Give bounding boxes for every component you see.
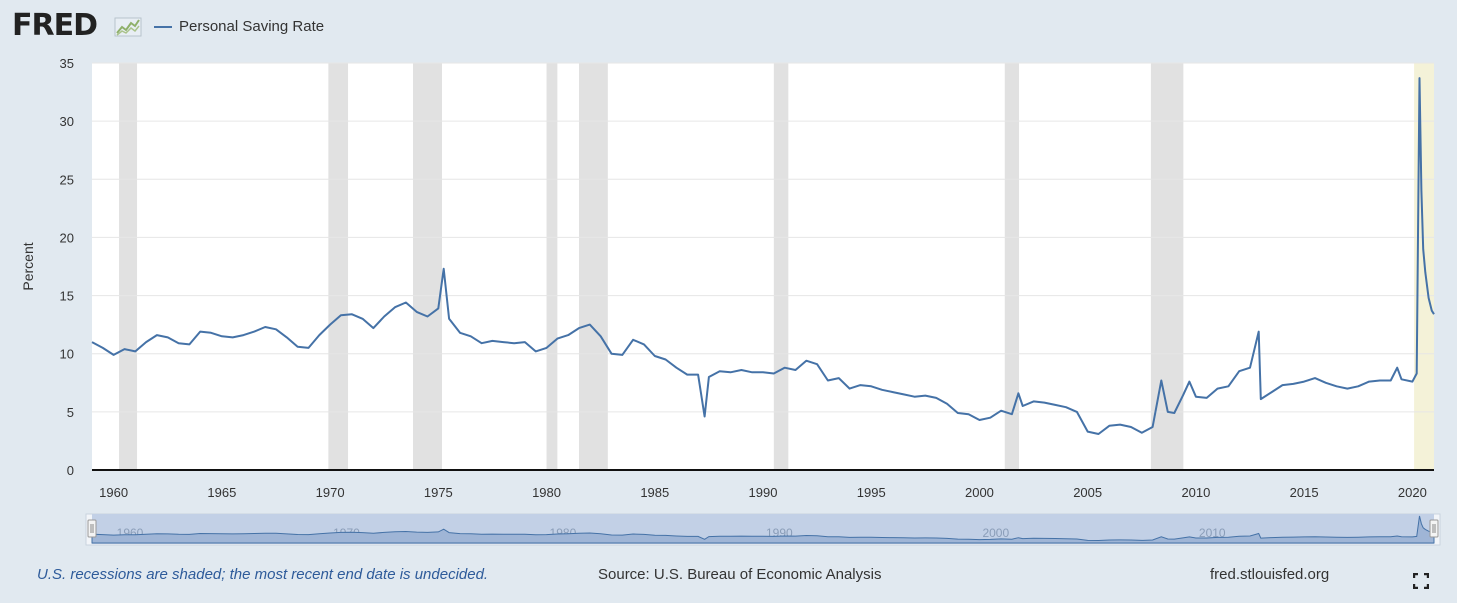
x-tick-label: 1990 (749, 485, 778, 500)
x-tick-label: 2010 (1181, 485, 1210, 500)
x-tick-label: 1965 (207, 485, 236, 500)
x-tick-label: 2005 (1073, 485, 1102, 500)
recession-band (328, 63, 349, 470)
x-tick-label: 2020 (1398, 485, 1427, 500)
y-tick-label: 35 (60, 56, 74, 71)
legend-swatch (154, 26, 172, 28)
x-tick-label: 1960 (99, 485, 128, 500)
y-axis-label: Percent (20, 242, 36, 290)
x-tick-label: 2000 (965, 485, 994, 500)
y-tick-label: 15 (60, 289, 74, 304)
recession-band (773, 63, 789, 470)
recession-band (1004, 63, 1020, 470)
line-graph-icon (114, 17, 142, 37)
fullscreen-icon[interactable] (1413, 573, 1429, 589)
x-tick-label: 1980 (532, 485, 561, 500)
recession-note: U.S. recessions are shaded; the most rec… (37, 566, 489, 583)
navigator-label: 2010 (1199, 526, 1226, 540)
x-tick-label: 2015 (1290, 485, 1319, 500)
y-tick-label: 10 (60, 347, 74, 362)
x-tick-label: 1975 (424, 485, 453, 500)
y-tick-label: 25 (60, 172, 74, 187)
plot-area (92, 63, 1434, 470)
navigator-left-handle[interactable] (87, 519, 97, 538)
y-tick-label: 5 (67, 405, 74, 420)
x-tick-label: 1995 (857, 485, 886, 500)
x-tick-label: 1970 (316, 485, 345, 500)
recession-band (119, 63, 138, 470)
y-tick-label: 30 (60, 114, 74, 129)
recession-band (579, 63, 608, 470)
series-line-personal-saving-rate (91, 77, 1435, 435)
header: FRED Personal Saving Rate (0, 0, 1457, 56)
legend-label: Personal Saving Rate (179, 18, 325, 35)
fred-url-link[interactable]: fred.stlouisfed.org (1210, 566, 1330, 583)
navigator-label: 2000 (982, 526, 1009, 540)
recession-band (412, 63, 443, 470)
navigator-series-area (91, 515, 1435, 544)
recession-band (546, 63, 558, 470)
fred-logo[interactable]: FRED (12, 8, 98, 43)
source-credit: Source: U.S. Bureau of Economic Analysis (598, 566, 882, 583)
x-tick-label: 1985 (640, 485, 669, 500)
y-tick-label: 0 (67, 463, 74, 478)
navigator-right-handle[interactable] (1429, 519, 1439, 538)
y-tick-label: 20 (60, 230, 74, 245)
